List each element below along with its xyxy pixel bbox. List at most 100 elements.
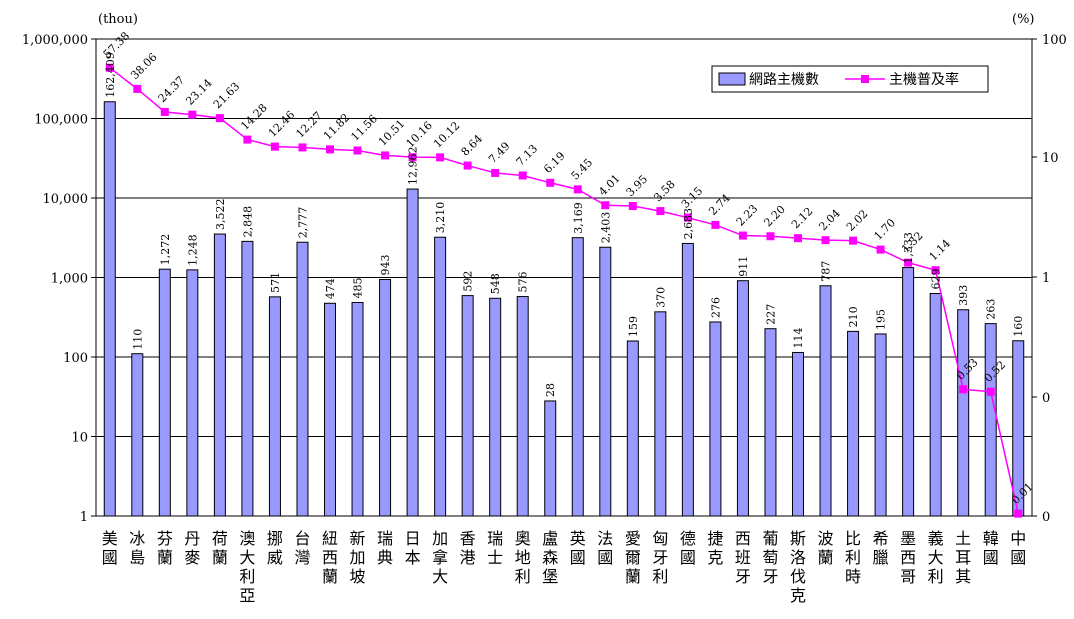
category-label: 英國 bbox=[570, 529, 586, 567]
bar-value-label: 1,333 bbox=[902, 232, 915, 264]
bar-value-label: 3,169 bbox=[572, 202, 585, 234]
bar-value-label: 114 bbox=[792, 327, 805, 348]
rate-marker bbox=[601, 201, 610, 210]
bar-value-label: 3,522 bbox=[214, 199, 227, 231]
bar bbox=[213, 233, 226, 517]
rate-line bbox=[105, 63, 1023, 518]
bar-value-label: 485 bbox=[352, 277, 365, 298]
category-label: 匈牙利 bbox=[652, 529, 668, 586]
rate-marker bbox=[711, 220, 720, 229]
right-tick-label: 100 bbox=[1042, 33, 1067, 48]
bar bbox=[654, 311, 667, 517]
rate-marker bbox=[326, 145, 334, 154]
rate-marker bbox=[381, 151, 390, 160]
bar-value-label: 576 bbox=[517, 272, 530, 293]
bar-value-label: 12,962 bbox=[407, 147, 420, 186]
rate-marker bbox=[656, 207, 665, 216]
bar-value-label: 3,210 bbox=[434, 202, 447, 234]
category-label: 台灣 bbox=[294, 529, 310, 567]
bar bbox=[324, 302, 336, 517]
bar-value-label: 110 bbox=[131, 329, 144, 350]
right-tick-label: 0 bbox=[1042, 510, 1050, 525]
rate-marker bbox=[546, 178, 555, 187]
bar bbox=[131, 353, 144, 517]
bar-value-label: 2,848 bbox=[241, 206, 254, 237]
bar bbox=[268, 296, 281, 517]
rate-value-label: 24.37 bbox=[156, 74, 187, 105]
bar bbox=[461, 295, 474, 517]
left-tick-label: 100 bbox=[63, 351, 88, 366]
bar-value-label: 210 bbox=[847, 306, 860, 327]
bar bbox=[571, 237, 584, 517]
rate-marker bbox=[904, 258, 913, 267]
rate-marker bbox=[821, 236, 830, 245]
bar bbox=[296, 241, 309, 517]
rate-value-label: 14.28 bbox=[238, 101, 269, 132]
bar-value-label: 1,272 bbox=[159, 234, 172, 266]
category-label: 芬蘭 bbox=[157, 529, 173, 567]
rate-value-label: 10.51 bbox=[376, 117, 407, 148]
bar bbox=[599, 246, 612, 517]
bar-value-label: 370 bbox=[654, 287, 667, 308]
left-tick-label: 10 bbox=[71, 431, 88, 446]
bar bbox=[626, 340, 639, 517]
rate-marker bbox=[849, 236, 858, 245]
gridlines bbox=[95, 38, 1033, 517]
category-label: 荷蘭 bbox=[212, 529, 228, 567]
bar bbox=[103, 101, 116, 517]
left-tick-label: 1,000,000 bbox=[22, 33, 88, 48]
rate-marker bbox=[518, 171, 527, 180]
bar bbox=[819, 285, 832, 517]
rate-value-label: 23.14 bbox=[183, 76, 214, 107]
bar-value-label: 162,409 bbox=[104, 52, 117, 98]
rate-value-label: 2.23 bbox=[734, 202, 761, 229]
bar bbox=[764, 328, 777, 517]
right-tick-label: 10 bbox=[1042, 151, 1059, 166]
category-label: 葡萄牙 bbox=[762, 529, 778, 586]
bar bbox=[158, 268, 171, 517]
bar bbox=[957, 309, 970, 517]
rate-marker bbox=[298, 143, 307, 152]
rate-value-label: 3.58 bbox=[651, 178, 678, 205]
bar-value-label: 28 bbox=[544, 383, 557, 397]
category-label: 瑞士 bbox=[487, 529, 503, 567]
category-label: 奧地利 bbox=[515, 529, 531, 586]
rate-value-label: 4.01 bbox=[596, 172, 623, 199]
rate-marker bbox=[766, 232, 775, 241]
rate-value-label: 2.12 bbox=[789, 205, 816, 232]
category-label: 中國 bbox=[1010, 529, 1026, 567]
bar bbox=[984, 323, 997, 517]
bar bbox=[489, 297, 502, 517]
category-label: 西班牙 bbox=[735, 529, 751, 586]
bar-value-label: 2,777 bbox=[296, 207, 309, 239]
rate-marker bbox=[876, 245, 885, 254]
category-label: 美國 bbox=[102, 529, 118, 567]
bar-value-label: 2,403 bbox=[599, 212, 612, 244]
category-label: 愛爾蘭 bbox=[625, 529, 641, 586]
category-label: 紐西蘭 bbox=[322, 529, 338, 586]
rate-value-label: 3.95 bbox=[624, 173, 651, 200]
data-labels: 162,409 110 1,272 1,248 3,522 2,848 571 2,777 47… bbox=[101, 29, 1036, 506]
category-label: 波蘭 bbox=[818, 529, 834, 567]
bar bbox=[736, 280, 749, 517]
category-label: 瑞典 bbox=[377, 529, 393, 567]
rate-marker bbox=[794, 234, 802, 243]
bar bbox=[902, 267, 915, 517]
bar bbox=[874, 333, 887, 517]
rate-value-label: 1.14 bbox=[927, 237, 954, 264]
rate-polyline bbox=[109, 67, 1019, 514]
category-label: 德國 bbox=[680, 529, 696, 567]
rate-marker bbox=[105, 63, 114, 72]
rate-marker bbox=[133, 84, 142, 93]
bar-value-label: 629 bbox=[930, 269, 943, 290]
bar-value-label: 474 bbox=[324, 278, 337, 299]
rate-value-label: 10.12 bbox=[431, 119, 462, 150]
category-label: 挪威 bbox=[267, 529, 283, 567]
left-tick-label: 1,000 bbox=[51, 272, 88, 287]
bar bbox=[516, 296, 529, 517]
rate-marker bbox=[243, 135, 252, 144]
right-tick-label: 0 bbox=[1042, 391, 1050, 406]
legend-line-label: 主機普及率 bbox=[889, 71, 959, 88]
bar-value-label: 160 bbox=[1012, 316, 1025, 337]
